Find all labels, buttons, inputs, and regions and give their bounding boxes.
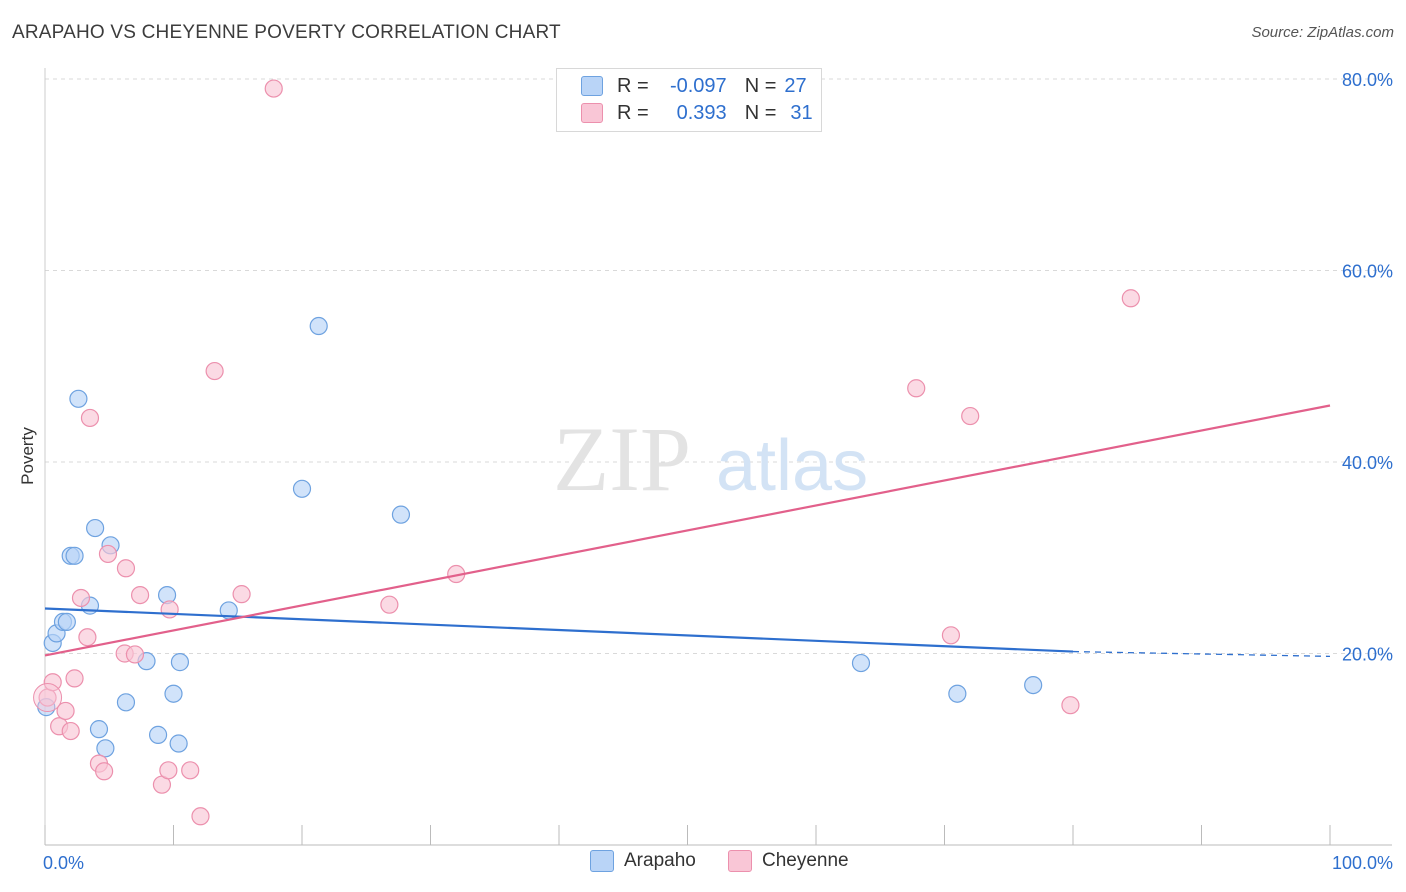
arapaho-point [65,546,84,565]
cheyenne-point [205,361,224,381]
cheyenne-point [61,721,80,741]
cheyenne-point-cluster [33,683,63,713]
cheyenne-point [961,406,980,426]
legend-row-cheyenne: R = 0.393 N = 31 [581,100,813,126]
cheyenne-point [1121,289,1140,308]
chart-title: ARAPAHO VS CHEYENNE POVERTY CORRELATION … [12,22,561,43]
cheyenne-point [98,544,118,564]
cheyenne-point [116,559,136,578]
arapaho-point [292,479,312,498]
legend-r-value: -0.097 [669,74,727,97]
arapaho-point [391,505,411,524]
arapaho-point [948,684,967,703]
cheyenne-point [1061,696,1080,715]
x-tick-label: 100.0% [1332,853,1393,873]
arapaho-swatch [581,76,603,96]
arapaho-legend-label: Arapaho [624,850,696,871]
legend-r-label: R = [617,74,649,97]
y-tick-label: 20.0% [1342,645,1393,665]
legend-row-arapaho: R = -0.097 N = 27 [581,73,807,99]
cheyenne-legend-swatch [728,850,752,872]
cheyenne-point [941,626,961,645]
legend-n-label: N = [744,101,777,124]
arapaho-point [69,389,88,408]
y-tick-label: 40.0% [1342,453,1393,473]
cheyenne-trend-line [44,404,1331,657]
watermark-atlas: atlas [716,426,868,506]
cheyenne-point [80,408,100,428]
legend-n-label: N = [744,74,777,97]
watermark-zip: ZIP [553,408,691,510]
legend-n-value: 31 [790,101,813,124]
cheyenne-point [191,807,210,826]
cheyenne-point [130,585,150,605]
arapaho-trend-extension [1072,650,1331,658]
watermark: ZIP atlas [553,408,868,510]
cheyenne-point [181,761,200,780]
legend-r-label: R = [617,101,649,124]
cheyenne-point [125,645,145,664]
legend-n-value: 27 [784,74,807,97]
cheyenne-point [43,673,62,692]
cheyenne-point [264,79,283,98]
arapaho-trend-line [44,607,1074,653]
cheyenne-point [160,600,179,619]
bottom-legend-cheyenne: Cheyenne [728,850,849,872]
y-tick-label: 60.0% [1342,262,1393,282]
arapaho-point [86,518,105,538]
cheyenne-point [907,379,926,398]
points-layer [33,79,1140,826]
y-axis-label: Poverty [18,427,37,485]
arapaho-point [170,653,190,672]
cheyenne-point [71,588,91,608]
arapaho-point [309,316,328,336]
arapaho-point [1024,675,1043,695]
cheyenne-point [380,595,399,614]
arapaho-point [89,720,109,739]
cheyenne-point [159,761,178,780]
source-credit: Source: ZipAtlas.com [1251,24,1394,41]
labels-layer: 20.0% 40.0% 60.0% 80.0% 0.0% 100.0% Poverty [18,70,1393,873]
axis-layer [44,68,1392,846]
arapaho-legend-swatch [590,850,614,872]
y-tick-label: 80.0% [1342,70,1393,90]
x-tick-label: 0.0% [43,853,84,873]
arapaho-point [164,684,183,703]
cheyenne-swatch [581,103,603,123]
arapaho-point [96,739,115,758]
cheyenne-point [95,762,114,781]
bottom-legend-arapaho: Arapaho [590,850,696,872]
trend-layer [44,404,1331,658]
arapaho-point [148,725,168,744]
correlation-legend: R = -0.097 N = 27 R = 0.393 N = 31 [556,68,822,132]
cheyenne-point [232,585,251,604]
cheyenne-legend-label: Cheyenne [762,850,849,871]
cheyenne-point [65,669,84,688]
grid-layer [45,78,1392,654]
arapaho-point [116,693,136,712]
legend-r-value: 0.393 [676,101,727,124]
cheyenne-point [56,701,75,721]
arapaho-point [851,653,871,673]
arapaho-point [169,734,188,753]
arapaho-point [57,612,76,632]
cheyenne-point [78,628,97,647]
